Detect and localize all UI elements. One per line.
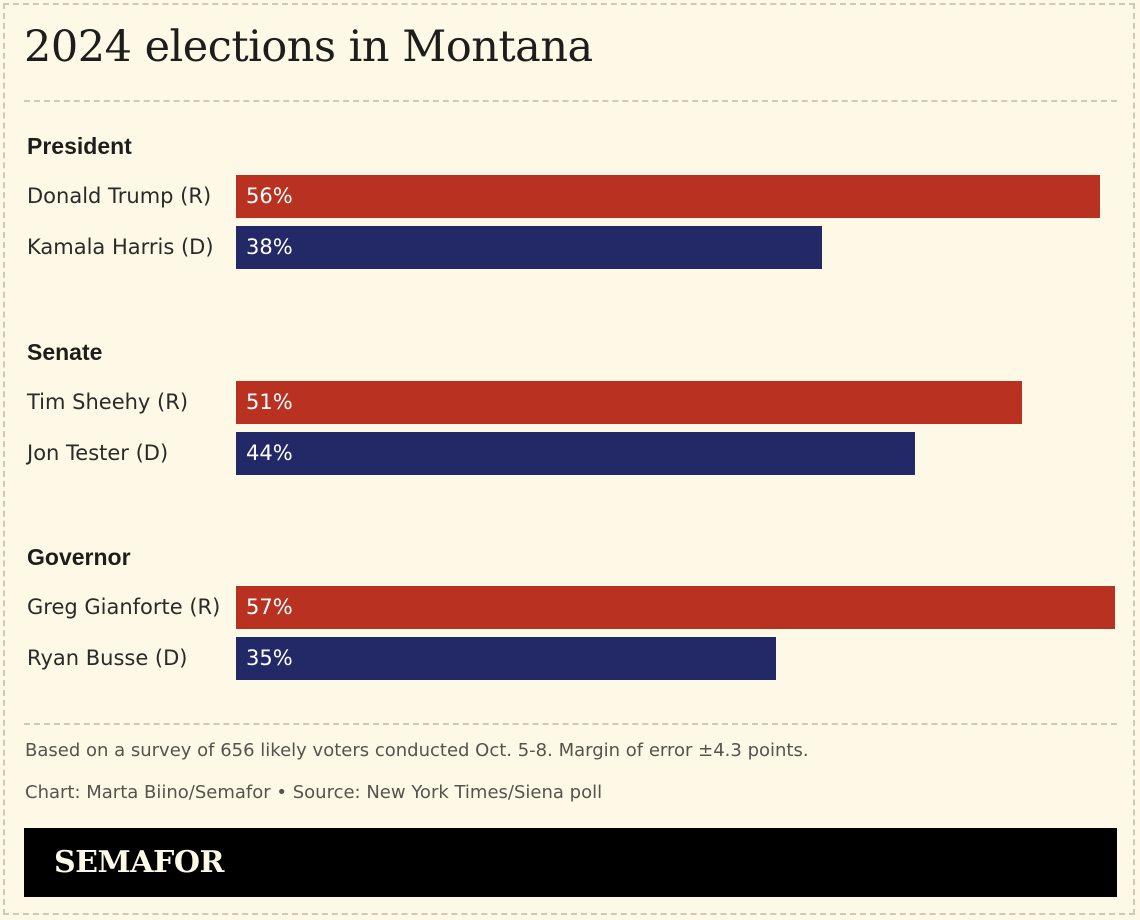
group-title-senate: Senate bbox=[27, 339, 103, 365]
semafor-logo: SEMAFOR bbox=[54, 845, 224, 880]
credit-line: Chart: Marta Biino/Semafor • Source: New… bbox=[25, 782, 603, 803]
bar-republican: 51% bbox=[236, 381, 1022, 424]
bar-value-label: 57% bbox=[246, 595, 293, 619]
group-title-president: President bbox=[27, 133, 132, 159]
bar-republican: 56% bbox=[236, 175, 1100, 218]
candidate-label: Donald Trump (R) bbox=[27, 184, 212, 208]
candidate-label: Tim Sheehy (R) bbox=[27, 390, 189, 414]
chart-title: 2024 elections in Montana bbox=[24, 22, 593, 72]
footnote: Based on a survey of 656 likely voters c… bbox=[25, 740, 809, 761]
bar-value-label: 56% bbox=[246, 184, 293, 208]
chart-frame bbox=[3, 3, 1135, 915]
brand-bar: SEMAFOR bbox=[24, 828, 1117, 897]
divider-bottom bbox=[24, 723, 1117, 725]
bar-democrat: 35% bbox=[236, 637, 776, 680]
bar-republican: 57% bbox=[236, 586, 1115, 629]
bar-value-label: 51% bbox=[246, 390, 293, 414]
bar-democrat: 44% bbox=[236, 432, 915, 475]
candidate-label: Greg Gianforte (R) bbox=[27, 595, 221, 619]
bar-value-label: 38% bbox=[246, 235, 293, 259]
candidate-label: Ryan Busse (D) bbox=[27, 646, 188, 670]
bar-value-label: 35% bbox=[246, 646, 293, 670]
candidate-label: Kamala Harris (D) bbox=[27, 235, 214, 259]
group-title-governor: Governor bbox=[27, 544, 131, 570]
candidate-label: Jon Tester (D) bbox=[27, 441, 169, 465]
divider-top bbox=[24, 100, 1117, 102]
bar-value-label: 44% bbox=[246, 441, 293, 465]
bar-democrat: 38% bbox=[236, 226, 822, 269]
